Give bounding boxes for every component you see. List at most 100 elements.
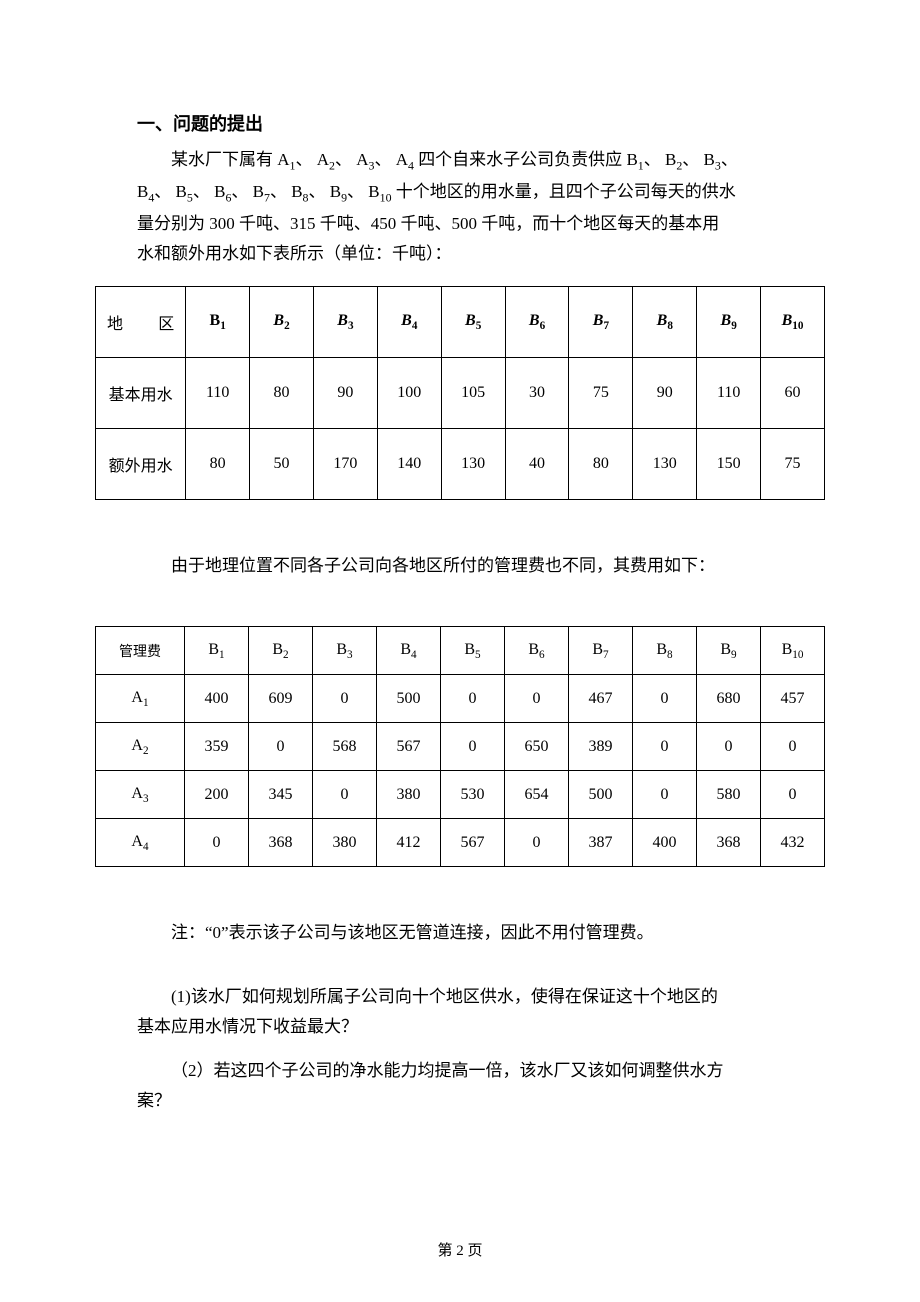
cell: 140 [377,429,441,500]
b7: B7 [253,182,270,201]
cell: 0 [633,675,697,723]
cell: 654 [505,771,569,819]
b1: B1 [626,150,643,169]
col-b5: B5 [441,627,505,675]
row-extra-label: 额外用水 [96,429,186,500]
cell: 567 [377,723,441,771]
section-heading: 一、问题的提出 [137,110,825,136]
cell: 368 [697,819,761,867]
cell: 580 [697,771,761,819]
a2: A2 [317,150,335,169]
col-b10: B10 [761,627,825,675]
management-fee-table: 管理费 B1 B2 B3 B4 B5 B6 B7 B8 B9 B10 A1 40… [95,626,825,867]
cell: 60 [761,358,825,429]
col-b2: B2 [250,287,314,358]
col-b1: B1 [185,627,249,675]
intro-text: 四个自来水子公司负责供应 [418,150,622,169]
cell: 90 [633,358,697,429]
col-b2: B2 [249,627,313,675]
cell: 90 [313,358,377,429]
cell: 400 [185,675,249,723]
cell: 345 [249,771,313,819]
cell: 0 [633,771,697,819]
question-1b: 基本应用水情况下收益最大？ [137,1013,825,1041]
b5: B5 [176,182,193,201]
cell: 200 [185,771,249,819]
intro-line2: B4、 B5、 B6、 B7、 B8、 B9、 B10 十个地区的用水量，且四个… [137,178,825,208]
table-row: 地区 B1 B2 B3 B4 B5 B6 B7 B8 B9 B10 [96,287,825,358]
cell: 0 [441,675,505,723]
cell: 380 [377,771,441,819]
intro-paragraph: 某水厂下属有 A1、 A2、 A3、 A4 四个自来水子公司负责供应 B1、 B… [137,146,825,176]
intro-text: 十个地区的用水量，且四个子公司每天的供水 [396,182,736,201]
b2: B2 [665,150,682,169]
cell: 0 [697,723,761,771]
b10: B10 [368,182,391,201]
col-b1: B1 [186,287,250,358]
cell: 368 [249,819,313,867]
cell: 609 [249,675,313,723]
cell: 80 [569,429,633,500]
cell: 110 [186,358,250,429]
table-row: A4 03683804125670387400368432 [96,819,825,867]
cell: 50 [250,429,314,500]
cell: 412 [377,819,441,867]
col-b4: B4 [377,287,441,358]
table-row: 管理费 B1 B2 B3 B4 B5 B6 B7 B8 B9 B10 [96,627,825,675]
cell: 568 [313,723,377,771]
cell: 110 [697,358,761,429]
col-b3: B3 [313,287,377,358]
b8: B8 [291,182,308,201]
cell: 0 [505,819,569,867]
between-tables-text: 由于地理位置不同各子公司向各地区所付的管理费也不同，其费用如下： [137,552,825,580]
page-footer: 第 2 页 [0,1239,920,1260]
cell: 30 [505,358,569,429]
table-row: 额外用水 80 50 170 140 130 40 80 130 150 75 [96,429,825,500]
b9: B9 [330,182,347,201]
cell: 389 [569,723,633,771]
cell: 680 [697,675,761,723]
col-b4: B4 [377,627,441,675]
cell: 0 [505,675,569,723]
table-row: A1 4006090500004670680457 [96,675,825,723]
row-a1: A1 [96,675,185,723]
question-2a: （2）若这四个子公司的净水能力均提高一倍，该水厂又该如何调整供水方 [137,1057,825,1085]
cell: 359 [185,723,249,771]
cell: 0 [441,723,505,771]
cell: 75 [569,358,633,429]
document-page: 一、问题的提出 某水厂下属有 A1、 A2、 A3、 A4 四个自来水子公司负责… [0,0,920,1302]
cell: 500 [569,771,633,819]
cell: 100 [377,358,441,429]
cell: 380 [313,819,377,867]
a3: A3 [356,150,374,169]
cell: 130 [633,429,697,500]
col-b7: B7 [569,627,633,675]
cell: 170 [313,429,377,500]
cell: 75 [761,429,825,500]
cell: 130 [441,429,505,500]
col-b6: B6 [505,287,569,358]
col-b9: B9 [697,627,761,675]
cell: 650 [505,723,569,771]
cell: 0 [313,771,377,819]
col-b8: B8 [633,627,697,675]
cell: 80 [186,429,250,500]
cell: 467 [569,675,633,723]
col-b8: B8 [633,287,697,358]
col-b3: B3 [313,627,377,675]
row-basic-label: 基本用水 [96,358,186,429]
table-row: A3 200345038053065450005800 [96,771,825,819]
cell: 432 [761,819,825,867]
b6: B6 [214,182,231,201]
table-row: 基本用水 110 80 90 100 105 30 75 90 110 60 [96,358,825,429]
question-2b: 案？ [137,1087,825,1115]
col-b9: B9 [697,287,761,358]
cell: 0 [761,723,825,771]
cell: 0 [633,723,697,771]
row-a4: A4 [96,819,185,867]
a4: A4 [396,150,414,169]
b3: B3 [704,150,721,169]
cell: 567 [441,819,505,867]
row-a3: A3 [96,771,185,819]
water-usage-table: 地区 B1 B2 B3 B4 B5 B6 B7 B8 B9 B10 基本用水 1… [95,286,825,500]
